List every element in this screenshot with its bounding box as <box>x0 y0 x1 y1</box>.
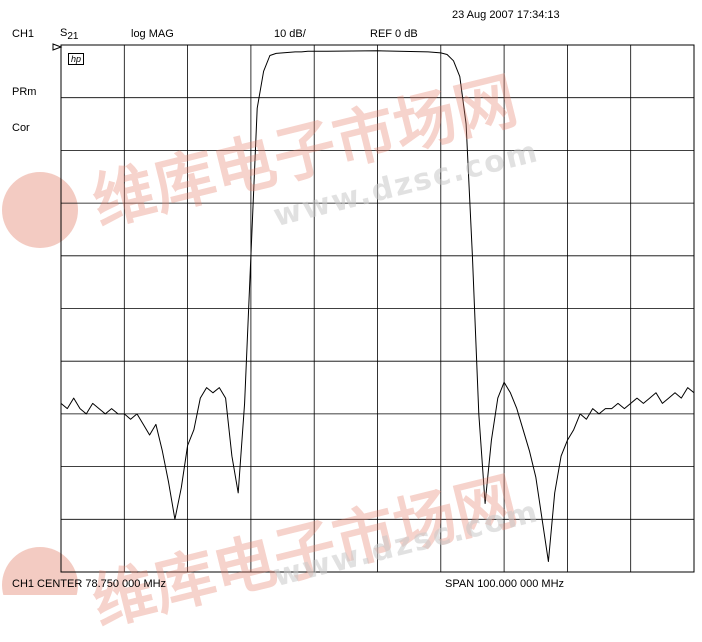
s-parameter-label: S21 <box>60 27 78 43</box>
span-label: SPAN 100.000 000 MHz <box>445 578 565 590</box>
hp-logo: hp <box>68 53 85 65</box>
watermark-logo-bottom <box>2 547 78 595</box>
trace-plot <box>2 43 695 595</box>
watermark-layer <box>2 172 78 595</box>
trace-line-0 <box>60 50 695 562</box>
timestamp: 23 Aug 2007 17:34:13 <box>452 9 560 21</box>
reference-label: REF 0 dB <box>370 28 418 40</box>
format-label: log MAG <box>131 28 174 40</box>
watermark-logo-top <box>2 172 78 248</box>
center-frequency-label: CH1 CENTER 78.750 000 MHz <box>12 578 167 590</box>
s-parameter-sub: 21 <box>67 31 79 42</box>
channel-label: CH1 <box>12 28 35 40</box>
s-parameter-main: S <box>60 27 68 39</box>
trace-group <box>60 50 695 562</box>
scale-label: 10 dB/ <box>274 28 306 40</box>
reference-marker <box>52 43 63 51</box>
prm-annotation: PRm <box>12 86 37 98</box>
cor-annotation: Cor <box>12 122 30 134</box>
graticule <box>60 44 695 573</box>
